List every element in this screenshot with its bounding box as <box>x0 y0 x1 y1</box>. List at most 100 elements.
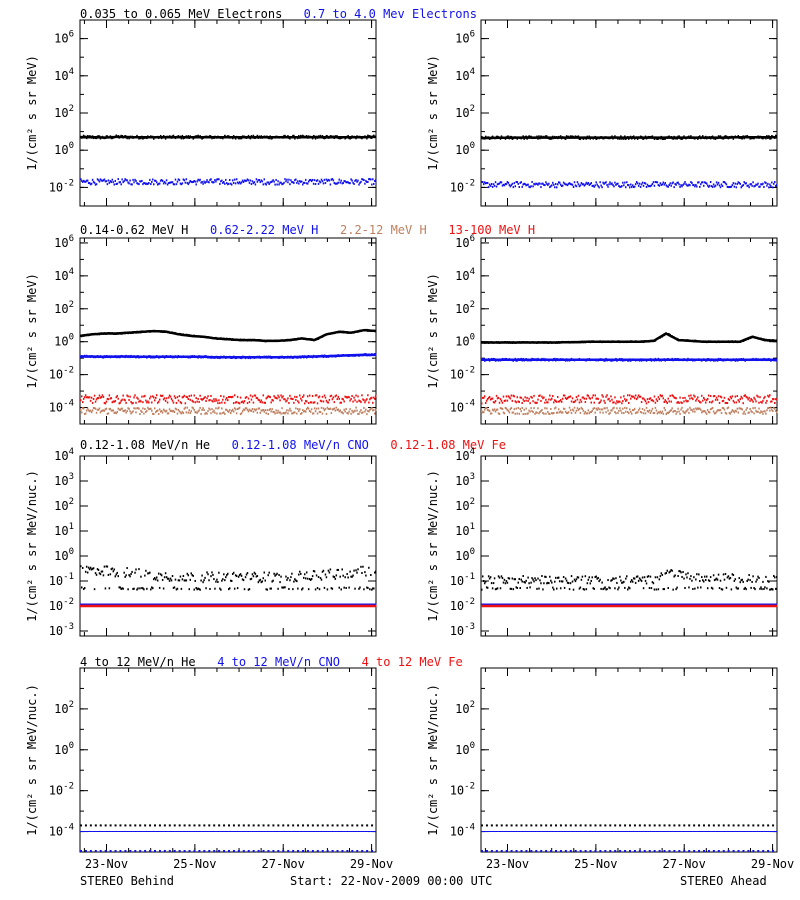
data-point <box>566 184 569 187</box>
data-point <box>272 410 274 413</box>
data-point <box>189 398 192 401</box>
data-point <box>153 396 155 399</box>
data-point <box>90 396 93 399</box>
data-point <box>690 408 692 411</box>
data-point <box>629 183 632 186</box>
data-point <box>94 183 97 186</box>
data-point <box>564 137 567 140</box>
data-point <box>255 408 258 411</box>
data-point <box>150 183 152 186</box>
data-point <box>346 573 348 576</box>
data-point <box>134 178 136 181</box>
data-point <box>299 180 301 183</box>
data-point <box>516 181 519 184</box>
data-point <box>237 182 240 185</box>
data-point <box>233 587 236 590</box>
data-point <box>256 134 259 137</box>
legend-entry: 0.12-1.08 MeV/n He <box>80 438 210 452</box>
data-point <box>320 406 323 409</box>
data-point <box>356 400 358 403</box>
data-point <box>575 409 578 412</box>
y-tick-label: 10-1 <box>450 572 475 588</box>
data-point <box>707 410 710 413</box>
data-point <box>647 410 650 413</box>
data-point <box>372 409 374 412</box>
data-point <box>216 412 218 415</box>
data-point <box>524 412 526 415</box>
data-point <box>228 410 230 413</box>
y-tick-label: 103 <box>455 472 475 488</box>
data-point <box>235 401 238 404</box>
data-point <box>97 568 100 571</box>
data-point <box>622 399 624 402</box>
data-point <box>86 179 89 182</box>
data-point <box>339 401 341 404</box>
data-point <box>678 135 680 138</box>
data-point <box>333 407 336 410</box>
data-point <box>590 411 593 414</box>
data-point <box>114 575 117 578</box>
data-point <box>729 412 732 415</box>
data-point <box>252 575 255 578</box>
y-axis-label: 1/(cm² s sr MeV) <box>25 55 39 171</box>
data-point <box>186 181 189 184</box>
data-point <box>585 412 588 415</box>
data-point <box>164 137 167 140</box>
data-point <box>508 411 511 414</box>
data-point <box>775 409 777 412</box>
data-point <box>262 408 265 411</box>
data-point <box>555 400 558 403</box>
data-point <box>532 400 534 403</box>
data-point <box>334 395 337 398</box>
data-point <box>537 407 539 410</box>
data-point <box>645 406 648 409</box>
data-point <box>241 179 244 182</box>
data-point <box>228 587 231 590</box>
data-point <box>303 402 306 405</box>
data-point <box>258 407 261 410</box>
data-point <box>490 397 493 400</box>
data-point <box>307 407 310 410</box>
data-point <box>776 411 778 414</box>
data-point <box>316 587 319 590</box>
data-point <box>598 408 600 411</box>
data-point <box>554 407 556 410</box>
data-point <box>152 587 154 590</box>
y-tick-label: 101 <box>54 522 74 538</box>
data-point <box>523 137 525 140</box>
data-point <box>228 182 230 185</box>
data-point <box>628 137 630 140</box>
data-point <box>597 407 599 410</box>
data-point <box>141 587 143 590</box>
data-point <box>288 402 290 405</box>
data-point <box>311 575 314 578</box>
data-point <box>206 179 208 182</box>
data-point <box>275 396 277 399</box>
data-point <box>364 571 366 574</box>
data-point <box>121 178 123 181</box>
data-point <box>296 395 298 398</box>
data-point <box>85 409 88 412</box>
data-series <box>80 178 377 186</box>
data-point <box>489 184 492 187</box>
data-point <box>628 412 630 415</box>
data-point <box>648 185 651 188</box>
data-point <box>573 181 576 184</box>
data-point <box>211 408 213 411</box>
data-point <box>610 395 612 398</box>
data-point <box>705 399 708 402</box>
data-point <box>106 183 109 186</box>
data-point <box>196 180 198 183</box>
data-point <box>535 411 537 414</box>
data-point <box>164 572 167 575</box>
data-point <box>653 184 656 187</box>
data-point <box>536 401 538 404</box>
data-point <box>250 409 253 412</box>
data-point <box>322 400 325 403</box>
data-point <box>597 397 599 400</box>
data-point <box>329 183 332 186</box>
data-point <box>718 409 721 412</box>
data-point <box>504 182 507 185</box>
data-point <box>640 411 643 414</box>
